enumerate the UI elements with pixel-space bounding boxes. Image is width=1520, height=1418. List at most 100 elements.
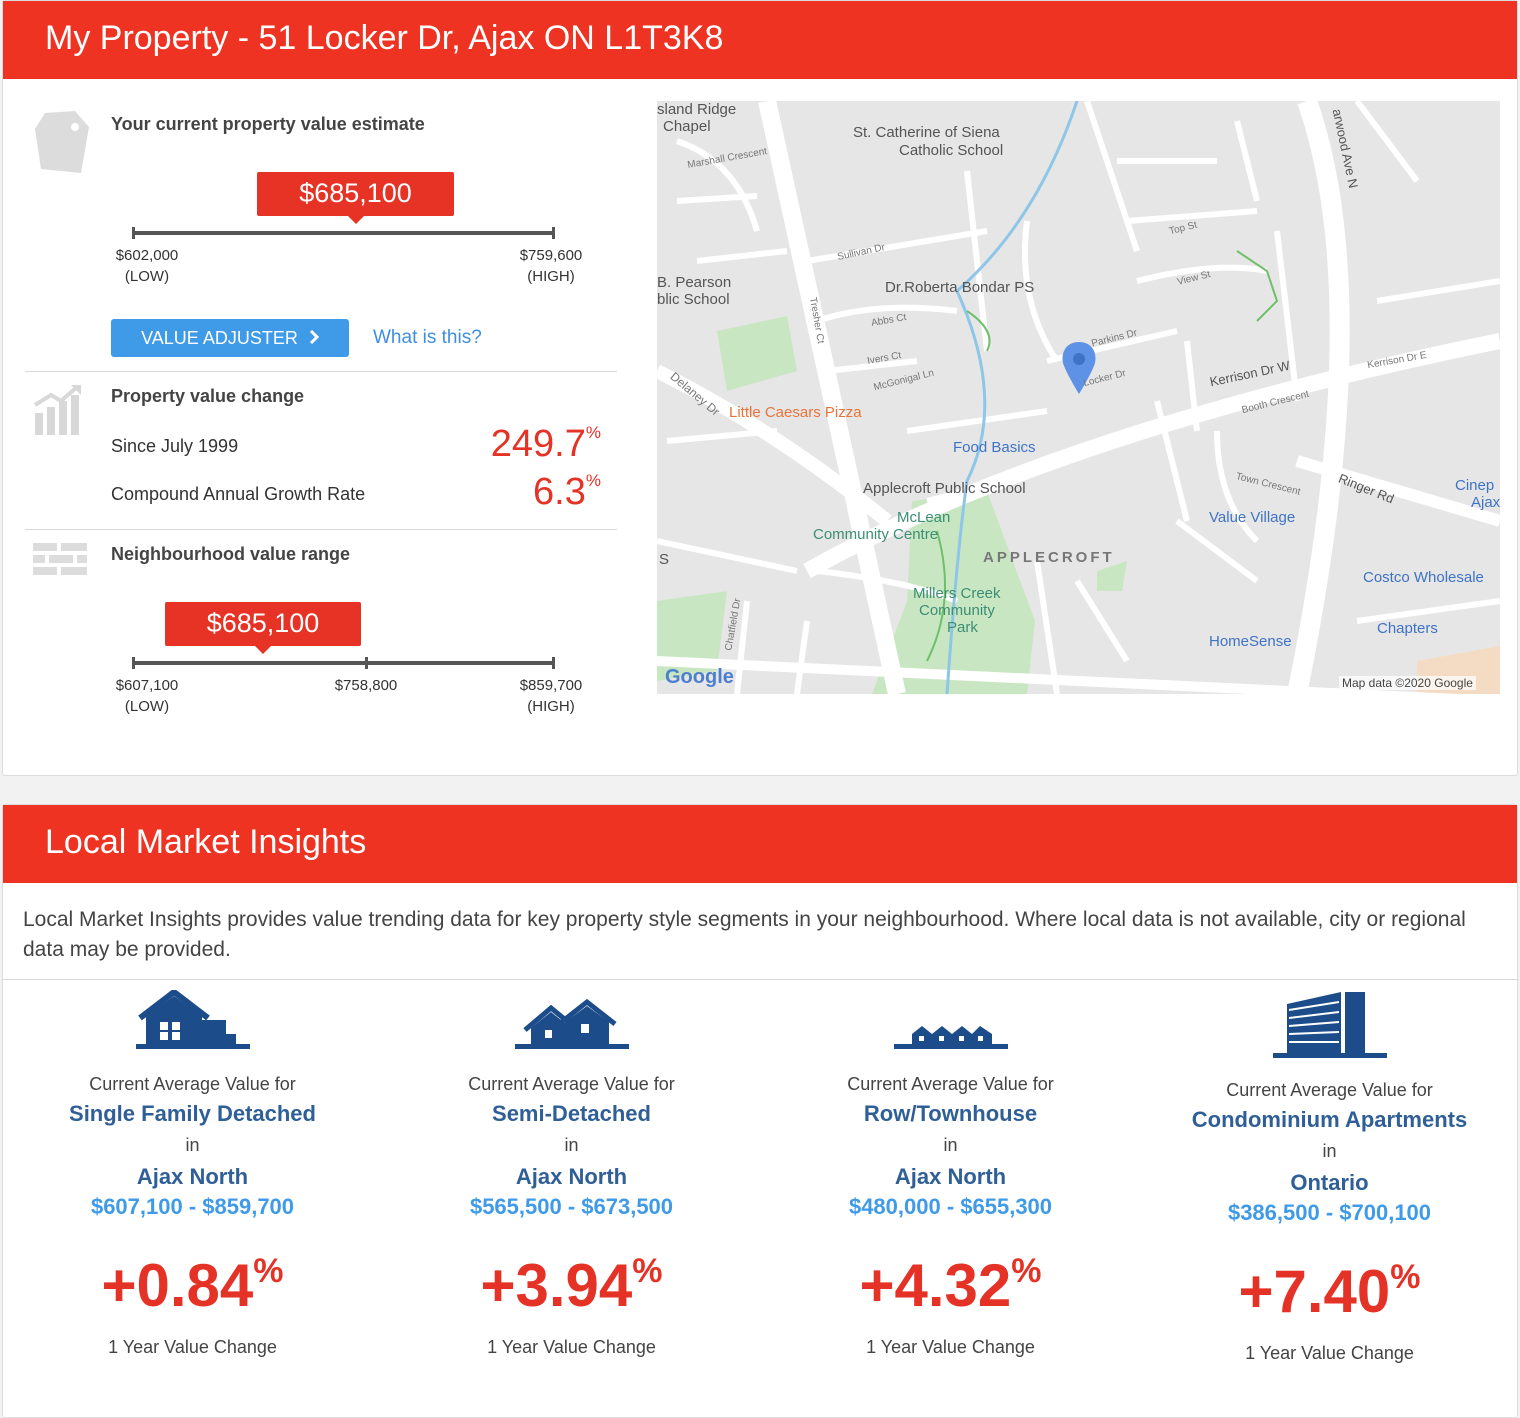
percent-sign: % xyxy=(632,1252,663,1290)
segment-type: Single Family Detached xyxy=(69,1101,316,1126)
change-label: 1 Year Value Change xyxy=(108,1337,277,1357)
map-label-community-centre: Community Centre xyxy=(813,526,939,543)
segment-range: $480,000 - $655,300 xyxy=(848,1194,1053,1219)
segment-type: Row/Townhouse xyxy=(863,1101,1038,1126)
segment-card: Current Average Value for Semi-Detached … xyxy=(382,990,761,1358)
current-average-label: Current Average Value for xyxy=(89,1074,296,1094)
range-value-badge: $685,100 xyxy=(165,602,361,654)
segment-change-value: +4.32 xyxy=(859,1252,1012,1319)
scale-tick-high xyxy=(552,227,555,239)
change-label: 1 Year Value Change xyxy=(487,1337,656,1357)
in-label: in xyxy=(564,1135,579,1155)
value-adjuster-button[interactable]: VALUE ADJUSTER xyxy=(111,319,349,357)
range-mid-value: $758,800 xyxy=(334,677,398,694)
map-label-value-village: Value Village xyxy=(1209,509,1296,526)
since-label: Since July 1999 xyxy=(111,436,239,456)
map-label-chapters: Chapters xyxy=(1377,620,1438,637)
map-label-millers-3: Park xyxy=(947,619,978,636)
map-label-applecroft: APPLECROFT xyxy=(983,549,1115,566)
segment-area: Ajax North xyxy=(136,1164,249,1189)
segment-area: Ontario xyxy=(1290,1170,1369,1195)
percent-sign: % xyxy=(1390,1258,1421,1296)
estimate-low: $602,000 (LOW) xyxy=(99,245,195,287)
map-label-bondar: Dr.Roberta Bondar PS xyxy=(885,279,1035,296)
property-header: My Property - 51 Locker Dr, Ajax ON L1T3… xyxy=(3,1,1517,79)
range-low: $607,100 (LOW) xyxy=(99,675,195,717)
map-label-pearson: B. Pearson xyxy=(657,274,732,291)
estimate-low-value: $602,000 xyxy=(115,247,179,264)
divider xyxy=(25,371,617,372)
percent-sign: % xyxy=(253,1252,284,1290)
current-average-label: Current Average Value for xyxy=(1226,1080,1433,1100)
since-percent-sign: % xyxy=(585,423,601,442)
divider xyxy=(3,979,1519,980)
neighbourhood-range-title: Neighbourhood value range xyxy=(111,544,351,564)
estimate-scale xyxy=(133,231,555,235)
estimate-high: $759,600 (HIGH) xyxy=(501,245,601,287)
divider xyxy=(25,529,617,530)
estimate-value-badge: $685,100 xyxy=(257,172,454,224)
map-label-catholic-school: Catholic School xyxy=(899,142,1004,159)
range-low-tag: (LOW) xyxy=(124,698,170,715)
range-tick-low xyxy=(132,657,135,669)
current-average-label: Current Average Value for xyxy=(847,1074,1054,1094)
map-label-island-ridge: sland Ridge xyxy=(657,101,737,118)
townhouse-row-icon xyxy=(893,1026,1008,1049)
semi-detached-house-icon xyxy=(514,998,629,1049)
since-value-number: 249.7 xyxy=(490,423,586,465)
in-label: in xyxy=(185,1135,200,1155)
segment-card: Current Average Value for Condominium Ap… xyxy=(1140,990,1519,1364)
condominium-building-icon xyxy=(1272,992,1387,1058)
segment-change-value: +0.84 xyxy=(101,1252,254,1319)
google-logo: Google xyxy=(665,666,734,688)
segment-change-value: +3.94 xyxy=(480,1252,633,1319)
scale-tick-low xyxy=(132,227,135,239)
map-label-food-basics: Food Basics xyxy=(953,439,1036,456)
local-market-card: Local Market Insights Local Market Insig… xyxy=(2,804,1519,1418)
range-mid: $758,800 xyxy=(318,675,414,696)
market-header: Local Market Insights xyxy=(3,805,1517,883)
since-value: 249.7% xyxy=(491,423,601,466)
bar-chart-growth-icon xyxy=(31,383,91,442)
map-label-homesense: HomeSense xyxy=(1209,633,1292,650)
segment-type: Semi-Detached xyxy=(492,1101,651,1126)
segment-range: $607,100 - $859,700 xyxy=(90,1194,295,1219)
map-label-applecroft-ps: Applecroft Public School xyxy=(863,480,1026,497)
map-label-public-school: blic School xyxy=(657,291,730,308)
segment-change: +3.94% xyxy=(382,1238,761,1319)
what-is-this-link[interactable]: What is this? xyxy=(373,327,482,348)
change-label: 1 Year Value Change xyxy=(1245,1343,1414,1363)
price-tag-icon xyxy=(31,107,91,182)
cagr-value-number: 6.3 xyxy=(533,471,586,513)
estimate-high-tag: (HIGH) xyxy=(527,268,575,285)
range-tick-high xyxy=(552,657,555,669)
segment-range: $565,500 - $673,500 xyxy=(469,1194,674,1219)
range-scale xyxy=(133,661,555,665)
map-label-cinep: Cinep xyxy=(1455,477,1495,494)
segment-type: Condominium Apartments xyxy=(1191,1107,1468,1132)
segment-range: $386,500 - $700,100 xyxy=(1227,1200,1432,1225)
range-high-tag: (HIGH) xyxy=(527,698,575,715)
change-label: 1 Year Value Change xyxy=(866,1337,1035,1357)
segment-area: Ajax North xyxy=(515,1164,628,1189)
percent-sign: % xyxy=(1011,1252,1042,1290)
range-high: $859,700 (HIGH) xyxy=(501,675,601,717)
value-adjuster-label: VALUE ADJUSTER xyxy=(141,328,298,348)
property-map[interactable]: sland Ridge Chapel St. Catherine of Sien… xyxy=(657,101,1500,694)
range-tick-mid xyxy=(365,657,368,669)
chevron-right-icon xyxy=(309,319,319,357)
segment-card: Current Average Value for Single Family … xyxy=(3,990,382,1358)
cagr-label: Compound Annual Growth Rate xyxy=(111,484,366,504)
map-graphics xyxy=(657,101,1500,694)
map-label-chapel: Chapel xyxy=(663,118,711,135)
segment-card: Current Average Value for Row/Townhouse … xyxy=(761,990,1140,1358)
range-low-value: $607,100 xyxy=(115,677,179,694)
in-label: in xyxy=(1322,1141,1337,1161)
map-label-s: S xyxy=(659,551,670,568)
map-label-costco: Costco Wholesale xyxy=(1363,569,1484,586)
map-label-little-caesars: Little Caesars Pizza xyxy=(729,404,862,421)
in-label: in xyxy=(943,1135,958,1155)
estimate-high-value: $759,600 xyxy=(519,247,583,264)
current-average-label: Current Average Value for xyxy=(468,1074,675,1094)
range-high-value: $859,700 xyxy=(519,677,583,694)
